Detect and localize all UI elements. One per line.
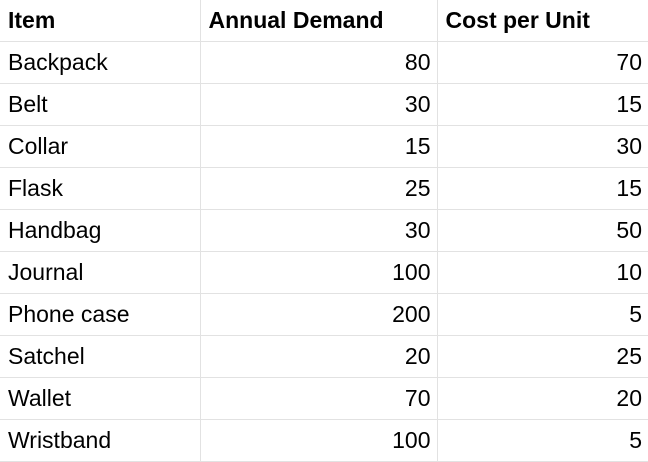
- table-row: Belt 30 15: [0, 83, 648, 126]
- annual-demand-cell[interactable]: 80: [200, 41, 438, 84]
- annual-demand-cell[interactable]: 100: [200, 251, 438, 294]
- header-cell-item[interactable]: Item: [0, 0, 201, 42]
- header-row: Item Annual Demand Cost per Unit: [0, 0, 648, 42]
- cost-per-unit-cell[interactable]: 20: [437, 377, 648, 420]
- cost-per-unit-cell[interactable]: 5: [437, 419, 648, 462]
- annual-demand-cell[interactable]: 30: [200, 209, 438, 252]
- header-cell-annual-demand[interactable]: Annual Demand: [200, 0, 438, 42]
- annual-demand-cell[interactable]: 100: [200, 419, 438, 462]
- header-cell-cost-per-unit[interactable]: Cost per Unit: [437, 0, 648, 42]
- table-row: Phone case 200 5: [0, 293, 648, 336]
- annual-demand-cell[interactable]: 20: [200, 335, 438, 378]
- cost-per-unit-cell[interactable]: 30: [437, 125, 648, 168]
- item-cell[interactable]: Collar: [0, 125, 201, 168]
- annual-demand-cell[interactable]: 15: [200, 125, 438, 168]
- item-cell[interactable]: Phone case: [0, 293, 201, 336]
- annual-demand-cell[interactable]: 30: [200, 83, 438, 126]
- table-row: Wallet 70 20: [0, 377, 648, 420]
- item-cell[interactable]: Wallet: [0, 377, 201, 420]
- cost-per-unit-cell[interactable]: 10: [437, 251, 648, 294]
- table-row: Flask 25 15: [0, 167, 648, 210]
- table-row: Handbag 30 50: [0, 209, 648, 252]
- item-cell[interactable]: Wristband: [0, 419, 201, 462]
- cost-per-unit-cell[interactable]: 70: [437, 41, 648, 84]
- annual-demand-cell[interactable]: 70: [200, 377, 438, 420]
- item-cell[interactable]: Flask: [0, 167, 201, 210]
- item-cell[interactable]: Journal: [0, 251, 201, 294]
- cost-per-unit-cell[interactable]: 25: [437, 335, 648, 378]
- item-cell[interactable]: Belt: [0, 83, 201, 126]
- item-cell[interactable]: Backpack: [0, 41, 201, 84]
- table-row: Journal 100 10: [0, 251, 648, 294]
- annual-demand-cell[interactable]: 200: [200, 293, 438, 336]
- cost-per-unit-cell[interactable]: 5: [437, 293, 648, 336]
- table-row: Backpack 80 70: [0, 41, 648, 84]
- item-cell[interactable]: Satchel: [0, 335, 201, 378]
- table-row: Satchel 20 25: [0, 335, 648, 378]
- cost-per-unit-cell[interactable]: 15: [437, 83, 648, 126]
- cost-per-unit-cell[interactable]: 50: [437, 209, 648, 252]
- table-row: Wristband 100 5: [0, 419, 648, 462]
- cost-per-unit-cell[interactable]: 15: [437, 167, 648, 210]
- annual-demand-cell[interactable]: 25: [200, 167, 438, 210]
- table-row: Collar 15 30: [0, 125, 648, 168]
- item-cell[interactable]: Handbag: [0, 209, 201, 252]
